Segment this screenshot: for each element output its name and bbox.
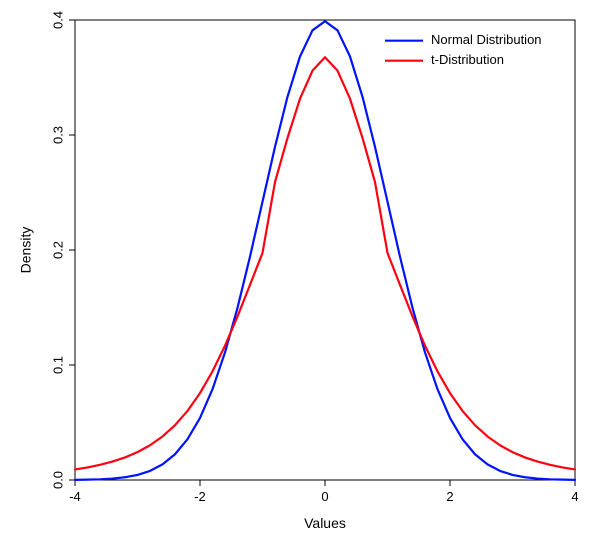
- y-tick-label-group: 0.3: [50, 126, 65, 144]
- y-tick-label-group: 0.0: [50, 471, 65, 489]
- y-axis-label-group: Density: [18, 227, 34, 274]
- y-tick-label: 0.3: [50, 126, 65, 144]
- x-tick-label: 0: [321, 489, 328, 504]
- y-tick-label: 0.2: [50, 241, 65, 259]
- y-tick-label: 0.0: [50, 471, 65, 489]
- plot-box: [75, 20, 575, 480]
- series-line-0: [75, 21, 575, 480]
- y-tick-label: 0.1: [50, 356, 65, 374]
- x-tick-label: 2: [446, 489, 453, 504]
- x-tick-label: -4: [69, 489, 81, 504]
- legend-label: t-Distribution: [431, 52, 504, 67]
- y-tick-label-group: 0.4: [50, 11, 65, 29]
- x-tick-label: 4: [571, 489, 578, 504]
- legend-label: Normal Distribution: [431, 32, 542, 47]
- x-tick-label: -2: [194, 489, 206, 504]
- density-chart: -4 -2 0 2 4 0.0 0.1 0.2 0.3 0.4 Values Density Norma…: [0, 0, 600, 551]
- series-line-1: [75, 57, 575, 469]
- y-tick-label-group: 0.1: [50, 356, 65, 374]
- y-tick-label-group: 0.2: [50, 241, 65, 259]
- y-tick-label: 0.4: [50, 11, 65, 29]
- x-axis-label: Values: [304, 515, 346, 531]
- y-axis-label: Density: [18, 227, 34, 274]
